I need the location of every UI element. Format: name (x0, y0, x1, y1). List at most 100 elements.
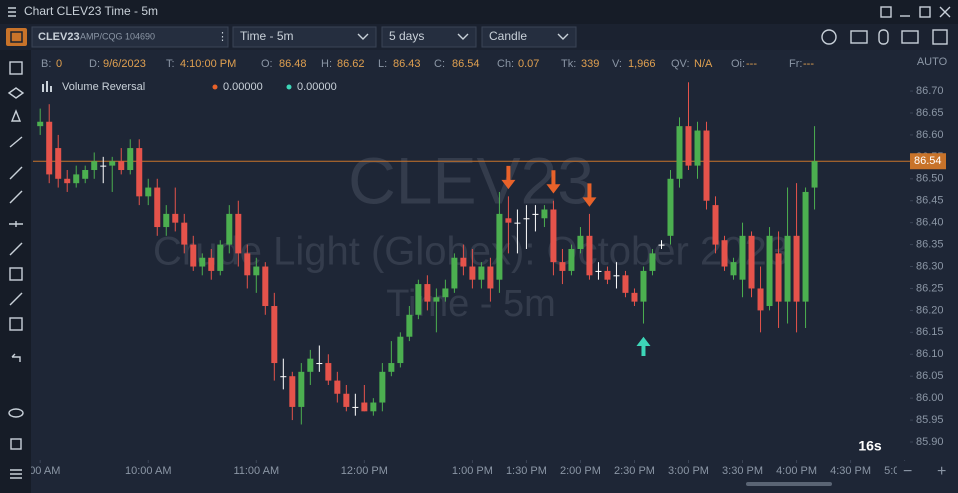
candle-body (163, 213, 170, 228)
candle-body (145, 187, 152, 197)
link-button[interactable] (6, 28, 27, 46)
candle-body (640, 270, 647, 302)
y-tick-label: 86.65 (916, 107, 944, 119)
tool-icon[interactable] (9, 190, 23, 204)
style-dropdown[interactable] (481, 26, 577, 48)
range-dropdown[interactable] (381, 26, 477, 48)
candle-body (172, 213, 179, 223)
candle-body (469, 266, 476, 280)
candle-body (118, 161, 125, 171)
candle-body (217, 244, 224, 271)
signal-arrow (501, 165, 516, 190)
tool-icon[interactable] (9, 166, 23, 180)
zoom-out[interactable]: − (903, 463, 912, 480)
toolbar-icon[interactable] (901, 30, 919, 44)
window-button[interactable] (939, 6, 951, 18)
y-tick-label: 85.90 (916, 436, 944, 448)
info-value: --- (746, 58, 757, 70)
y-tick-label: 86.50 (916, 173, 944, 185)
toolbar-icon[interactable] (878, 29, 889, 45)
indicator-icon (46, 81, 48, 92)
x-tick-label: 12:00 PM (341, 465, 388, 477)
tool-icon[interactable] (9, 61, 23, 75)
candle-body (505, 218, 512, 223)
candle-body (784, 235, 791, 302)
window-button[interactable] (919, 6, 931, 18)
candle-body (289, 376, 296, 407)
candle-body (577, 235, 584, 249)
candle-body (154, 187, 161, 228)
feed: AMP/CQG 104690 (80, 31, 155, 41)
indicator-value: 0.00000 (297, 81, 337, 93)
scale-mode[interactable]: AUTO (917, 56, 948, 68)
candle-body (694, 130, 701, 166)
y-tick-label: 86.45 (916, 195, 944, 207)
symbol-menu[interactable]: ⋮ (217, 31, 228, 43)
candle-body (604, 270, 611, 280)
indicator-dot (212, 84, 218, 90)
dropdown-arrow (357, 33, 369, 40)
y-tick-label: 86.20 (916, 304, 944, 316)
toolbar-icon[interactable] (821, 29, 837, 45)
candle-body (433, 297, 440, 302)
symbol-box[interactable] (31, 26, 229, 48)
info-value: N/A (694, 58, 713, 70)
link-icon (10, 31, 23, 43)
y-tick-label: 86.00 (916, 392, 944, 404)
info-value: 86.54 (452, 58, 480, 70)
window-button[interactable] (880, 6, 892, 18)
last-price-tag (910, 153, 946, 170)
x-tick-label: 10:00 AM (125, 465, 171, 477)
info-value: 86.48 (279, 58, 307, 70)
scrollbar[interactable] (746, 482, 832, 486)
candle-body (721, 240, 728, 267)
tool-icon[interactable] (9, 221, 23, 227)
candle-body (325, 363, 332, 381)
tool-icon[interactable] (8, 408, 24, 418)
tool-icon[interactable] (10, 438, 22, 450)
x-tick-label: 1:00 PM (452, 465, 493, 477)
candle-body (253, 266, 260, 276)
menu-icon[interactable] (8, 7, 16, 17)
candle-body (235, 213, 242, 254)
info-value: 1,966 (628, 58, 656, 70)
info-label: T: (166, 58, 175, 70)
toolbar-icon[interactable] (932, 29, 948, 45)
toolbar-icon[interactable] (850, 30, 868, 44)
zoom-in[interactable]: + (937, 463, 946, 480)
candle-body (307, 358, 314, 372)
candle-body (766, 235, 773, 307)
y-tick-label: 86.35 (916, 238, 944, 250)
tool-icon[interactable] (9, 136, 23, 148)
tool-icon[interactable] (9, 267, 23, 281)
tool-icon[interactable] (10, 469, 22, 479)
tool-icon[interactable] (9, 292, 23, 306)
candle-body (730, 262, 737, 276)
candle-body (244, 253, 251, 276)
tool-icon[interactable] (7, 87, 25, 99)
candle-body (811, 161, 818, 188)
info-label: Ch: (497, 58, 514, 70)
candle-body (757, 288, 764, 311)
x-tick-label: 2:00 PM (560, 465, 601, 477)
candle-body (559, 262, 566, 271)
candle-body (91, 161, 98, 171)
candle-body (451, 257, 458, 289)
candle-body (793, 235, 800, 302)
info-label: Tk: (561, 58, 576, 70)
candle-body (658, 244, 665, 246)
candle-body (298, 371, 305, 407)
interval-dropdown[interactable] (232, 26, 377, 48)
tool-icon[interactable] (10, 109, 22, 122)
info-label: O: (261, 58, 273, 70)
candle-body (271, 306, 278, 364)
signal-arrow (546, 170, 561, 194)
candle-body (496, 213, 503, 280)
tool-icon[interactable] (9, 317, 23, 331)
x-tick-label: 2:30 PM (614, 465, 655, 477)
tool-icon[interactable] (11, 353, 21, 362)
candle-body (64, 178, 71, 184)
tool-icon[interactable] (9, 242, 23, 256)
y-tick-label: 86.15 (916, 326, 944, 338)
